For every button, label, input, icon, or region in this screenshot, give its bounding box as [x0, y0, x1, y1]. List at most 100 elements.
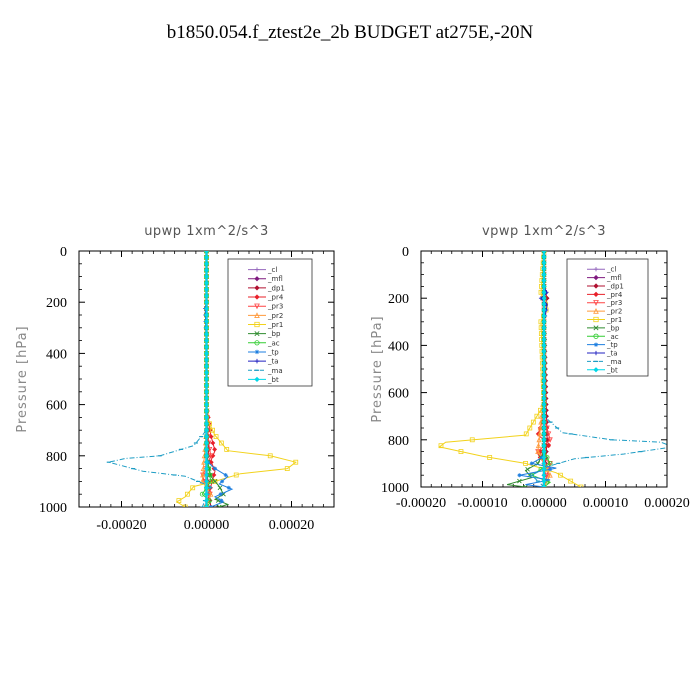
- legend-item-pr1-marker: [254, 321, 260, 328]
- series-tp-point: [223, 473, 228, 477]
- legend-item-ta-marker: [593, 350, 599, 356]
- y-tick-label: 200: [46, 296, 67, 311]
- legend-item-pr2-marker: [254, 312, 260, 318]
- series-ac-point: [547, 460, 553, 466]
- y-tick-label: 200: [388, 292, 409, 307]
- series-bt-point: [541, 449, 547, 455]
- series-pr3-point: [545, 431, 552, 437]
- series-bt-point: [204, 504, 209, 507]
- chart-title: upwp 1xm^2/s^3: [144, 224, 269, 239]
- series-pr1-point: [233, 472, 239, 478]
- series-pr2-point: [535, 442, 542, 449]
- series-bt-point: [204, 306, 209, 312]
- series-pr1-point: [578, 484, 584, 487]
- series-tp-point: [529, 461, 534, 466]
- series-bt-point: [541, 407, 547, 413]
- x-tick-label: -0.00010: [457, 496, 507, 511]
- legend-item-pr3-label: _pr3: [606, 299, 622, 307]
- series-pr1-point: [487, 455, 493, 460]
- legend-item-cl-label: _cl: [267, 266, 277, 274]
- series-bt-point: [541, 437, 547, 443]
- series-bt-point: [541, 348, 547, 354]
- series-bt-point: [204, 389, 209, 395]
- series-bt-point: [204, 363, 209, 369]
- series-bt-point: [541, 266, 547, 272]
- chart-panel-2: vpwp 1xm^2/s^3 Pressure [hPa] 0 200 400 600 80…: [370, 224, 690, 511]
- series-bt-point: [204, 446, 209, 452]
- legend-item-ac-marker: [254, 340, 260, 346]
- legend-item-ac-label: _ac: [606, 333, 619, 341]
- series-pr2-point: [535, 448, 541, 455]
- series-bt-point: [204, 251, 209, 254]
- series-bt-point: [204, 408, 209, 414]
- series-bt-point: [204, 402, 209, 408]
- series-bt-point: [204, 434, 209, 440]
- series-tp-point: [208, 505, 213, 507]
- legend: _cl_mfl_dp1_pr4_pr3_pr2_pr1_bp_ac_tp_ta_…: [566, 258, 649, 377]
- series-pr4-point: [211, 472, 217, 478]
- series-bt-point: [541, 337, 547, 342]
- series-pr4-point: [546, 443, 552, 449]
- series-bt-point: [541, 313, 547, 319]
- series-bt-point: [204, 427, 209, 433]
- series-bt-point: [541, 360, 547, 366]
- y-tick-label: 1000: [381, 481, 409, 496]
- series-bp-point: [216, 504, 222, 507]
- series-pr1-point: [218, 440, 224, 446]
- series-bt-point: [541, 478, 547, 484]
- series-bt-point: [541, 484, 547, 487]
- series-bp-point: [217, 485, 223, 491]
- series-bt-point: [204, 318, 209, 324]
- series-bt-point: [204, 453, 209, 459]
- legend-item-dp1-marker: [593, 283, 599, 289]
- x-tick-label: 0.00000: [184, 518, 230, 533]
- legend-item-bp-marker: [254, 331, 260, 337]
- legend-item-pr2-label: _pr2: [267, 312, 283, 320]
- legend-item-pr2-marker: [593, 308, 599, 314]
- legend-item-pr1-label: _pr1: [606, 316, 622, 324]
- legend-item-bt-label: _bt: [606, 366, 618, 374]
- series-bt-point: [541, 319, 547, 325]
- series-pr2-point: [536, 436, 542, 443]
- series-pr4-point: [208, 459, 214, 465]
- series-pr2-point: [537, 425, 543, 431]
- legend-item-mfl-label: _mfl: [267, 275, 283, 283]
- series-pr1-point: [213, 434, 219, 440]
- series-bt-point: [541, 443, 547, 449]
- series-bt-point: [204, 293, 209, 299]
- series-bt-point: [541, 251, 547, 254]
- x-tick-label: -0.00020: [396, 496, 446, 511]
- legend-item-tp-label: _tp: [267, 348, 279, 356]
- series-pr1-point: [534, 413, 540, 419]
- series-bt-point: [541, 419, 547, 425]
- legend-item-ac-marker: [593, 333, 599, 339]
- series-pr1-line: [438, 251, 582, 487]
- series-pr1-point: [438, 443, 444, 449]
- series-pr3-point: [547, 437, 553, 443]
- legend-item-pr1-marker: [593, 316, 599, 323]
- series-pr1-point: [530, 419, 536, 425]
- series-bt-point: [204, 478, 209, 484]
- legend-box: [227, 258, 313, 387]
- series-bt-point: [204, 466, 209, 472]
- legend-box: [566, 258, 649, 377]
- series-bt-point: [541, 384, 547, 390]
- series-bt-point: [541, 431, 547, 437]
- series-bt-point: [541, 372, 547, 378]
- series-bt-point: [541, 272, 547, 278]
- legend-item-pr1-label: _pr1: [267, 321, 283, 329]
- series-bt-point: [204, 312, 209, 318]
- series-bt-point: [204, 286, 209, 292]
- series-bt-point: [204, 338, 209, 344]
- series-bt-point: [541, 401, 547, 407]
- series-pr1-point: [558, 472, 563, 478]
- chart-title: vpwp 1xm^2/s^3: [482, 224, 606, 239]
- legend-item-ma-label: _ma: [606, 358, 622, 366]
- series-pr1-point: [293, 459, 299, 465]
- series-pr2-point: [547, 472, 553, 478]
- series-bt-point: [204, 382, 209, 388]
- series-bt-point: [204, 261, 209, 267]
- y-tick-label: 800: [388, 434, 409, 449]
- series-bt-point: [541, 425, 547, 431]
- legend-item-mfl-marker: [254, 276, 260, 282]
